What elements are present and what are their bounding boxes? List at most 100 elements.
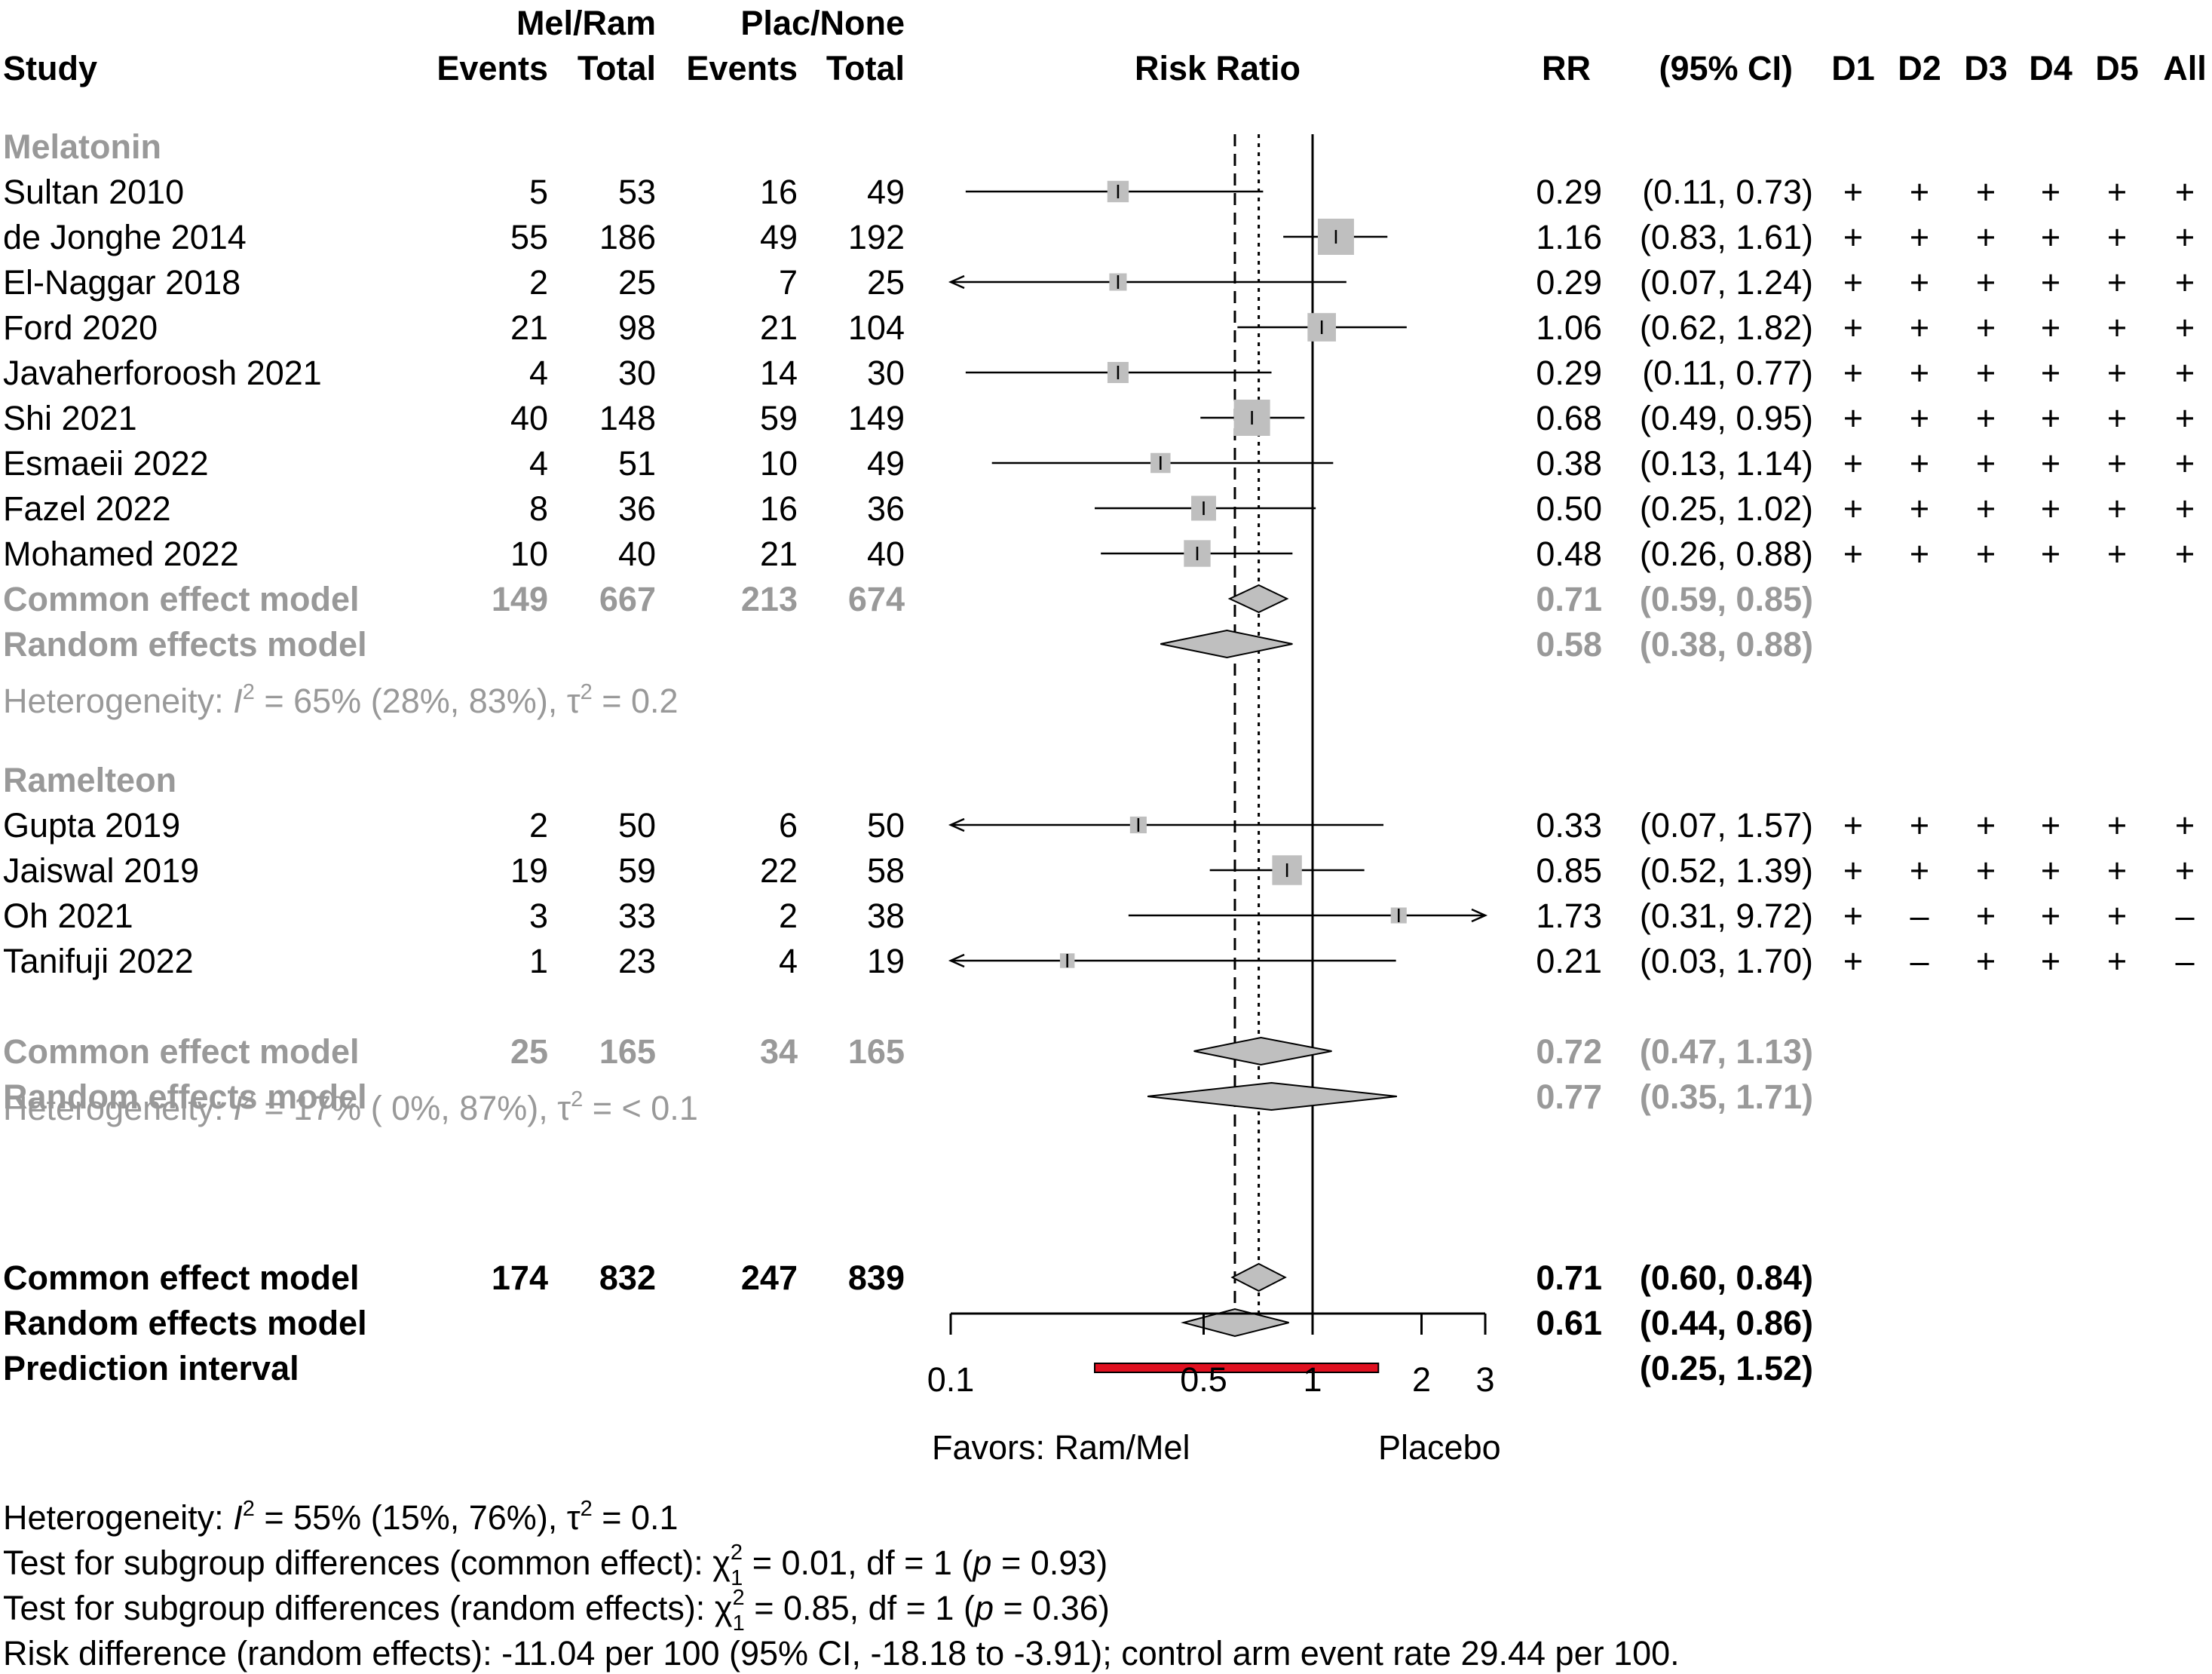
study-total-control: 25 — [867, 263, 905, 302]
study-events-treatment: 1 — [529, 942, 548, 980]
rob-mark: + — [2041, 806, 2060, 845]
subgroup-common-events-treatment: 25 — [510, 1032, 548, 1071]
overall-common-label: Common effect model — [3, 1259, 360, 1297]
rob-mark: + — [1910, 489, 1929, 528]
study-events-treatment: 21 — [510, 308, 548, 347]
study-events-control: 59 — [760, 399, 798, 437]
rob-mark: – — [1910, 897, 1929, 935]
study-total-control: 192 — [848, 218, 905, 256]
subgroup-label: Melatonin — [3, 127, 161, 166]
rob-mark: + — [1976, 942, 1996, 980]
study-total-treatment: 40 — [618, 535, 656, 573]
overall-common-ci: (0.60, 0.84) — [1640, 1259, 1813, 1297]
rob-mark: – — [1910, 942, 1929, 980]
rob-mark: + — [2175, 806, 2195, 845]
rob-mark: + — [2175, 218, 2195, 256]
study-total-control: 104 — [848, 308, 905, 347]
rob-mark: + — [1910, 354, 1929, 392]
study-label: Gupta 2019 — [3, 806, 180, 845]
study-events-treatment: 2 — [529, 263, 548, 302]
ci-arrow-left — [948, 953, 965, 968]
study-total-treatment: 33 — [618, 897, 656, 935]
header-events-2: Events — [686, 49, 798, 87]
header-rob-d1: D1 — [1831, 49, 1875, 87]
study-events-control: 7 — [779, 263, 798, 302]
rob-mark: – — [2175, 897, 2194, 935]
x-axis-tick-label: 1 — [1303, 1360, 1322, 1399]
rob-mark: + — [1910, 173, 1929, 211]
study-ci: (0.31, 9.72) — [1640, 897, 1813, 935]
rob-mark: + — [1976, 173, 1996, 211]
subgroup-common-rr: 0.72 — [1536, 1032, 1602, 1071]
header-axis-title: Risk Ratio — [1135, 49, 1301, 87]
subgroup-common-diamond — [1193, 1036, 1332, 1066]
header-events-1: Events — [437, 49, 548, 87]
rob-mark: + — [1910, 399, 1929, 437]
rob-mark: + — [2175, 399, 2195, 437]
rob-mark: + — [2107, 218, 2127, 256]
study-events-control: 49 — [760, 218, 798, 256]
overall-common-diamond — [1230, 1262, 1287, 1292]
rob-mark: + — [2107, 535, 2127, 573]
study-events-treatment: 10 — [510, 535, 548, 573]
overall-common-events-control: 247 — [741, 1259, 798, 1297]
header-rob-d4: D4 — [2029, 49, 2073, 87]
rob-mark: + — [1910, 444, 1929, 483]
rob-mark: + — [1910, 806, 1929, 845]
study-events-treatment: 3 — [529, 897, 548, 935]
study-rr: 0.21 — [1536, 942, 1602, 980]
subgroup-common-events-treatment: 149 — [492, 580, 548, 618]
rob-mark: + — [1843, 489, 1863, 528]
study-total-control: 58 — [867, 851, 905, 890]
rob-mark: + — [2107, 263, 2127, 302]
overall-random-rr: 0.61 — [1536, 1304, 1602, 1342]
rob-mark: + — [1976, 489, 1996, 528]
rob-mark: + — [1976, 354, 1996, 392]
subgroup-common-ci: (0.47, 1.13) — [1640, 1032, 1813, 1071]
subgroup-common-total-treatment: 165 — [599, 1032, 656, 1071]
rob-mark: + — [1843, 218, 1863, 256]
footer-heterogeneity: Heterogeneity: I2 = 55% (15%, 76%), τ2 =… — [3, 1497, 679, 1537]
rob-mark: + — [1843, 806, 1863, 845]
study-total-treatment: 30 — [618, 354, 656, 392]
study-rr: 0.68 — [1536, 399, 1602, 437]
rob-mark: + — [1843, 399, 1863, 437]
study-total-control: 49 — [867, 444, 905, 483]
study-events-control: 14 — [760, 354, 798, 392]
overall-random-ci: (0.44, 0.86) — [1640, 1304, 1813, 1342]
header-group1: Mel/Ram — [516, 4, 656, 42]
prediction-interval-label: Prediction interval — [3, 1349, 299, 1387]
rob-mark: + — [1843, 942, 1863, 980]
study-rr: 1.06 — [1536, 308, 1602, 347]
study-ci: (0.52, 1.39) — [1640, 851, 1813, 890]
rob-mark: + — [1910, 851, 1929, 890]
study-total-treatment: 25 — [618, 263, 656, 302]
x-axis-tick-label: 2 — [1412, 1360, 1431, 1399]
rob-mark: + — [2107, 489, 2127, 528]
study-total-treatment: 53 — [618, 173, 656, 211]
study-label: Shi 2021 — [3, 399, 137, 437]
subgroup-heterogeneity-melatonin: Heterogeneity: I2 = 65% (28%, 83%), τ2 =… — [3, 680, 679, 720]
study-total-control: 50 — [867, 806, 905, 845]
subgroup-heterogeneity-ramelteon: Heterogeneity: I2 = 17% ( 0%, 87%), τ2 =… — [3, 1087, 698, 1127]
study-rr: 1.16 — [1536, 218, 1602, 256]
study-rr: 0.85 — [1536, 851, 1602, 890]
study-events-control: 6 — [779, 806, 798, 845]
rob-mark: + — [1910, 263, 1929, 302]
study-label: Ford 2020 — [3, 308, 158, 347]
rob-mark: + — [1976, 308, 1996, 347]
study-ci: (0.25, 1.02) — [1640, 489, 1813, 528]
x-axis-tick-label: 0.5 — [1180, 1360, 1227, 1399]
study-rr: 1.73 — [1536, 897, 1602, 935]
study-ci: (0.13, 1.14) — [1640, 444, 1813, 483]
rob-mark: + — [1976, 399, 1996, 437]
rob-mark: + — [2041, 399, 2060, 437]
study-total-control: 19 — [867, 942, 905, 980]
subgroup-random-label: Random effects model — [3, 625, 367, 664]
study-label: Esmaeii 2022 — [3, 444, 209, 483]
study-total-treatment: 186 — [599, 218, 656, 256]
rob-mark: + — [2107, 399, 2127, 437]
footer-subgroup-common: Test for subgroup differences (common ef… — [3, 1541, 1108, 1590]
rob-mark: + — [2107, 851, 2127, 890]
x-axis-tick-label: 0.1 — [927, 1360, 975, 1399]
